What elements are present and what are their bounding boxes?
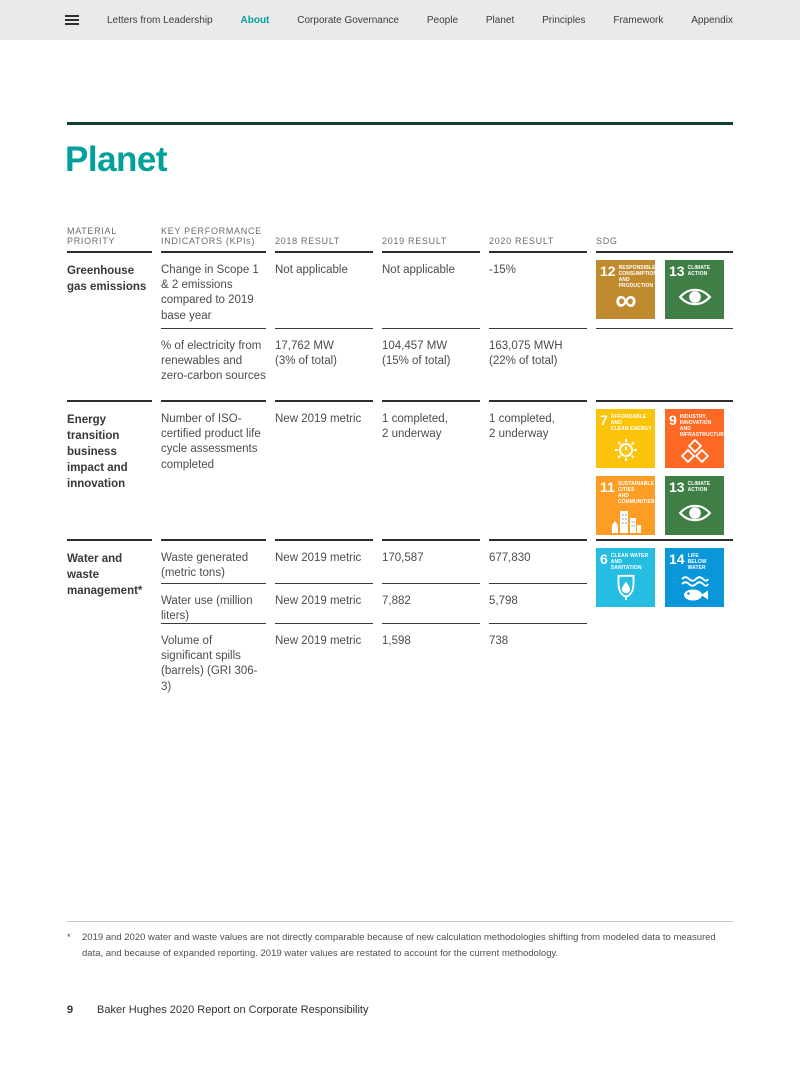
sdg-label: SUSTAINABLE CITIES AND COMMUNITIES: [617, 481, 655, 505]
result-2020-cell: 163,075 MWH (22% of total): [489, 328, 587, 400]
sdg-label: RESPONSIBLE CONSUMPTION AND PRODUCTION: [618, 265, 658, 289]
result-2020-cell: 1 completed, 2 underway: [489, 400, 587, 539]
sdg-cell: 12 RESPONSIBLE CONSUMPTION AND PRODUCTION…: [596, 253, 733, 328]
sdg-tile-11: 11 SUSTAINABLE CITIES AND COMMUNITIES: [596, 476, 655, 535]
sdg-label: CLIMATE ACTION: [687, 481, 711, 493]
footnote-divider: [67, 921, 733, 922]
col-header-material-priority: MATERIAL PRIORITY: [67, 226, 152, 253]
nav-item-appendix[interactable]: Appendix: [691, 14, 733, 26]
col-header-2018-result: 2018 RESULT: [275, 226, 373, 253]
sdg-tile-7: 7 AFFORDABLE AND CLEAN ENERGY: [596, 409, 655, 468]
nav-item-principles[interactable]: Principles: [542, 14, 586, 26]
material-priority: Water and waste management*: [67, 539, 152, 597]
page-footer: 9 Baker Hughes 2020 Report on Corporate …: [67, 1004, 369, 1016]
sdg-number: 13: [669, 479, 685, 495]
sdg-label: LIFE BELOW WATER: [687, 553, 707, 571]
result-2020-cell: -15%: [489, 264, 516, 276]
sdg-label: INDUSTRY, INNOVATION AND INFRASTRUCTURE: [679, 414, 728, 438]
nav-item-corporate-governance[interactable]: Corporate Governance: [297, 14, 399, 26]
col-header-kpis: KEY PERFORMANCE INDICATORS (KPIs): [161, 226, 266, 253]
nav-items: Letters from Leadership About Corporate …: [107, 15, 733, 26]
sdg-tile-9: 9 INDUSTRY, INNOVATION AND INFRASTRUCTURE: [665, 409, 727, 470]
footnote-marker: *: [67, 932, 71, 943]
sdg-number: 13: [669, 263, 685, 279]
material-priority: Greenhouse gas emissions: [67, 265, 147, 294]
nav-item-letters-from-leadership[interactable]: Letters from Leadership: [107, 14, 213, 26]
result-2019-cell: 170,587: [382, 539, 480, 583]
col-header-2020-result: 2020 RESULT: [489, 226, 587, 253]
result-2020-cell: 677,830: [489, 539, 587, 583]
cubes-icon: [669, 438, 721, 470]
footnote-text: 2019 and 2020 water and waste values are…: [82, 932, 716, 960]
sdg-cell: 6 CLEAN WATER AND SANITATION 14 LIFE BELOW…: [596, 539, 733, 607]
kpi-cell: Change in Scope 1 & 2 emissions compared…: [161, 264, 259, 322]
page-number: 9: [67, 1004, 74, 1016]
result-2018-cell: New 2019 metric: [275, 539, 373, 583]
buildings-icon: [600, 505, 652, 535]
result-2018-cell: New 2019 metric: [275, 623, 373, 697]
sdg-label: AFFORDABLE AND CLEAN ENERGY: [610, 414, 652, 432]
result-2018-cell: New 2019 metric: [275, 583, 373, 623]
table-header-row: MATERIAL PRIORITY KEY PERFORMANCE INDICA…: [67, 226, 733, 253]
sdg-tile-14: 14 LIFE BELOW WATER: [665, 548, 724, 607]
result-2019-cell: Not applicable: [382, 264, 455, 276]
sdg-label: CLIMATE ACTION: [687, 265, 711, 277]
page-title: Planet: [65, 140, 168, 179]
nav-item-framework[interactable]: Framework: [613, 14, 664, 26]
kpi-cell: Waste generated (metric tons): [161, 539, 266, 583]
hamburger-menu-icon[interactable]: [65, 15, 79, 25]
footnote: * 2019 and 2020 water and waste values a…: [67, 930, 717, 962]
eye-globe-icon: [669, 494, 721, 532]
result-2019-cell: 7,882: [382, 583, 480, 623]
top-nav: Letters from Leadership About Corporate …: [0, 0, 800, 40]
sdg-tile-6: 6 CLEAN WATER AND SANITATION: [596, 548, 655, 607]
infinity-icon: ∞: [615, 283, 637, 317]
result-2019-cell: 104,457 MW (15% of total): [382, 328, 480, 400]
sdg-number: 12: [600, 263, 616, 279]
sdg-number: 9: [669, 412, 677, 428]
eye-globe-icon: [669, 278, 721, 316]
kpi-cell: Number of ISO-certified product life cyc…: [161, 400, 266, 539]
result-2020-cell: 738: [489, 623, 587, 697]
sdg-number: 11: [600, 479, 615, 495]
fish-icon: [669, 571, 721, 604]
result-2018-cell: New 2019 metric: [275, 400, 373, 539]
result-2018-cell: Not applicable: [275, 264, 348, 276]
water-drop-icon: [600, 571, 652, 604]
kpi-cell: Volume of significant spills (barrels) (…: [161, 623, 266, 697]
material-priority: Energy transition business impact and in…: [67, 400, 152, 539]
sdg-cell: 7 AFFORDABLE AND CLEAN ENERGY 9 INDUSTRY, …: [596, 400, 733, 539]
nav-item-people[interactable]: People: [426, 14, 459, 26]
section-energy-transition: Energy transition business impact and in…: [67, 400, 733, 539]
sdg-label: CLEAN WATER AND SANITATION: [610, 553, 649, 571]
report-title: Baker Hughes 2020 Report on Corporate Re…: [97, 1004, 369, 1016]
col-header-sdg: SDG: [596, 226, 733, 253]
result-2018-cell: 17,762 MW (3% of total): [275, 328, 373, 400]
sdg-tile-13: 13 CLIMATE ACTION: [665, 260, 724, 319]
kpi-cell: % of electricity from renewables and zer…: [161, 328, 266, 400]
sdg-tile-13: 13 CLIMATE ACTION: [665, 476, 724, 535]
sdg-number: 6: [600, 551, 608, 567]
kpi-cell: Water use (million liters): [161, 583, 266, 623]
nav-item-planet[interactable]: Planet: [485, 14, 515, 26]
sdg-number: 14: [669, 551, 685, 567]
sdg-tile-12: 12 RESPONSIBLE CONSUMPTION AND PRODUCTION…: [596, 260, 658, 319]
result-2019-cell: 1 completed, 2 underway: [382, 400, 480, 539]
sdg-number: 7: [600, 412, 608, 428]
section-divider-rule: [67, 122, 733, 125]
sun-icon: [600, 432, 652, 465]
section-water-and-waste: Water and waste management* Waste genera…: [67, 539, 733, 697]
nav-item-about[interactable]: About: [240, 14, 270, 26]
col-header-2019-result: 2019 RESULT: [382, 226, 480, 253]
kpi-table: MATERIAL PRIORITY KEY PERFORMANCE INDICA…: [67, 226, 733, 697]
section-greenhouse-gas-emissions: Greenhouse gas emissions Change in Scope…: [67, 253, 733, 400]
result-2019-cell: 1,598: [382, 623, 480, 697]
result-2020-cell: 5,798: [489, 583, 587, 623]
